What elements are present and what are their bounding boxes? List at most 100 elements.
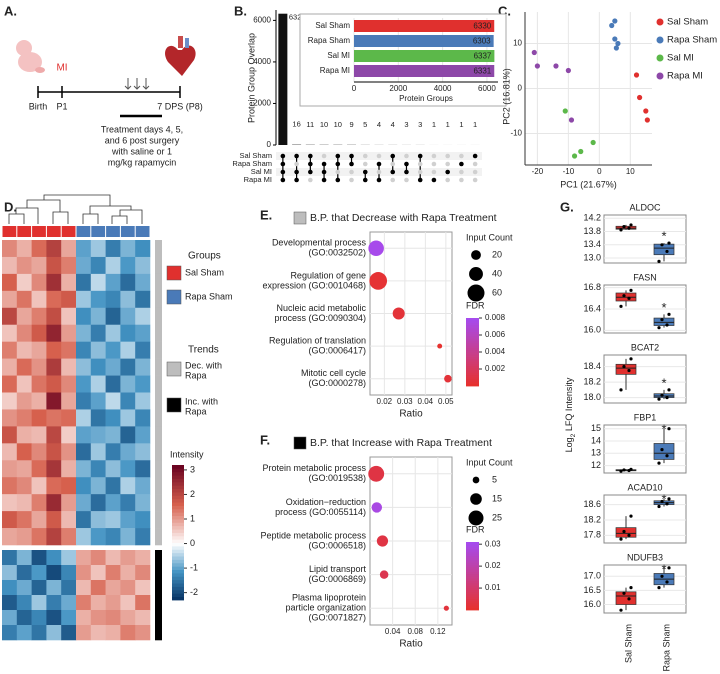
colorbar-step xyxy=(466,379,479,382)
matrix-dot xyxy=(280,161,286,167)
heatmap-cell xyxy=(2,256,18,275)
heatmap-cell xyxy=(61,595,77,611)
size-key xyxy=(469,267,483,281)
trend-bar xyxy=(155,392,162,410)
colorbar-step xyxy=(466,347,479,351)
heatmap-cell xyxy=(31,341,47,359)
heatmap-cell xyxy=(135,477,151,495)
size-key-label: 25 xyxy=(492,512,502,522)
category-label: (GO:0006417) xyxy=(308,345,366,355)
colorbar-step xyxy=(172,576,184,581)
heatmap-cell xyxy=(2,528,18,546)
heatmap-cell xyxy=(46,392,62,410)
point xyxy=(562,108,568,114)
point xyxy=(553,63,559,69)
legend-swatch xyxy=(656,72,664,80)
trend-bar xyxy=(155,580,162,596)
point xyxy=(657,504,661,509)
point xyxy=(627,368,631,373)
point xyxy=(629,467,633,471)
x-tick-label: 0.04 xyxy=(385,627,401,636)
value-label: 1 xyxy=(432,120,436,129)
timeline-label: 7 DPS (P8) xyxy=(157,101,203,111)
heatmap-cell xyxy=(2,460,18,478)
colorbar-step xyxy=(172,529,184,533)
set-label: Rapa MI xyxy=(244,175,272,184)
y-axis-label: PC2 (16.81%) xyxy=(501,68,511,125)
heatmap-cell xyxy=(2,375,18,393)
heatmap-cell xyxy=(105,426,121,444)
heatmap-cell xyxy=(90,580,106,596)
colorbar-step xyxy=(466,336,479,339)
plot-frame xyxy=(603,214,687,264)
heatmap-cell xyxy=(120,290,136,309)
legend-title: Trends xyxy=(188,345,219,356)
bar xyxy=(354,50,495,62)
value-label: 10 xyxy=(320,120,328,129)
point xyxy=(619,469,623,473)
heatmap-cell xyxy=(76,550,92,566)
heatmap-cell xyxy=(105,580,121,596)
heatmap-cell xyxy=(120,426,136,444)
colorbar-step xyxy=(172,549,184,554)
trend-bar xyxy=(155,256,162,275)
colorbar-step xyxy=(466,340,479,344)
matrix-dot xyxy=(404,177,409,183)
legend-label: Sal Sham xyxy=(185,267,224,277)
trend-bar xyxy=(155,426,162,444)
treatment-text: Treatment days 4, 5, xyxy=(101,124,183,134)
heatmap-cell xyxy=(90,375,106,393)
colorbar-step xyxy=(172,508,184,513)
heatmap-cell xyxy=(61,341,77,359)
category-label: (GO:0006869) xyxy=(308,574,366,584)
point xyxy=(665,454,669,458)
trend-bar xyxy=(155,565,162,581)
heatmap-cell xyxy=(31,324,47,342)
y-tick-label: 17.0 xyxy=(583,571,601,581)
plot-frame xyxy=(603,424,687,474)
heatmap-cell xyxy=(46,443,62,461)
matrix-dot xyxy=(376,177,382,183)
heatmap-cell xyxy=(16,358,32,376)
heatmap-cell xyxy=(2,426,18,444)
plot-frame xyxy=(603,564,687,614)
heatmap-cell xyxy=(120,273,136,292)
heatmap-cell xyxy=(76,443,92,461)
plot-title: B.P. that Decrease with Rapa Treatment xyxy=(310,212,497,224)
dot xyxy=(392,307,405,320)
heatmap-cell xyxy=(135,273,151,292)
heatmap-cell xyxy=(2,240,18,258)
value-label: 1 xyxy=(446,120,450,129)
x-tick-label: -20 xyxy=(532,167,544,176)
heatmap-cell xyxy=(61,550,77,566)
column-group xyxy=(32,226,46,237)
heatmap-cell xyxy=(76,290,92,309)
colorbar-label: 0 xyxy=(190,538,195,548)
heatmap-cell xyxy=(105,625,121,641)
colorbar-step xyxy=(172,522,184,527)
x-axis-label: Ratio xyxy=(399,639,423,650)
y-tick-label: 13.4 xyxy=(583,239,601,249)
colorbar-step xyxy=(466,333,479,337)
colorbar-step xyxy=(466,557,479,561)
colorbar-step xyxy=(172,519,184,523)
colorbar-step xyxy=(466,345,479,348)
heatmap-cell xyxy=(31,477,47,495)
heatmap-cell xyxy=(46,426,62,444)
heatmap-cell xyxy=(135,375,151,393)
y-tick-label: 17.8 xyxy=(583,530,601,540)
colorbar-label: -1 xyxy=(190,562,198,572)
heatmap-cell xyxy=(76,273,92,292)
matrix-dot xyxy=(335,169,341,175)
heatmap-cell xyxy=(90,358,106,376)
trend-bar xyxy=(155,550,162,566)
heatmap-cell xyxy=(16,595,32,611)
heatmap-cell xyxy=(90,550,106,566)
significance: * xyxy=(661,229,666,244)
point xyxy=(622,224,626,229)
heatmap-cell xyxy=(31,409,47,427)
matrix-dot xyxy=(376,169,382,175)
heatmap-cell xyxy=(46,290,62,309)
heatmap-cell xyxy=(2,358,18,376)
colorbar-step xyxy=(466,598,479,602)
